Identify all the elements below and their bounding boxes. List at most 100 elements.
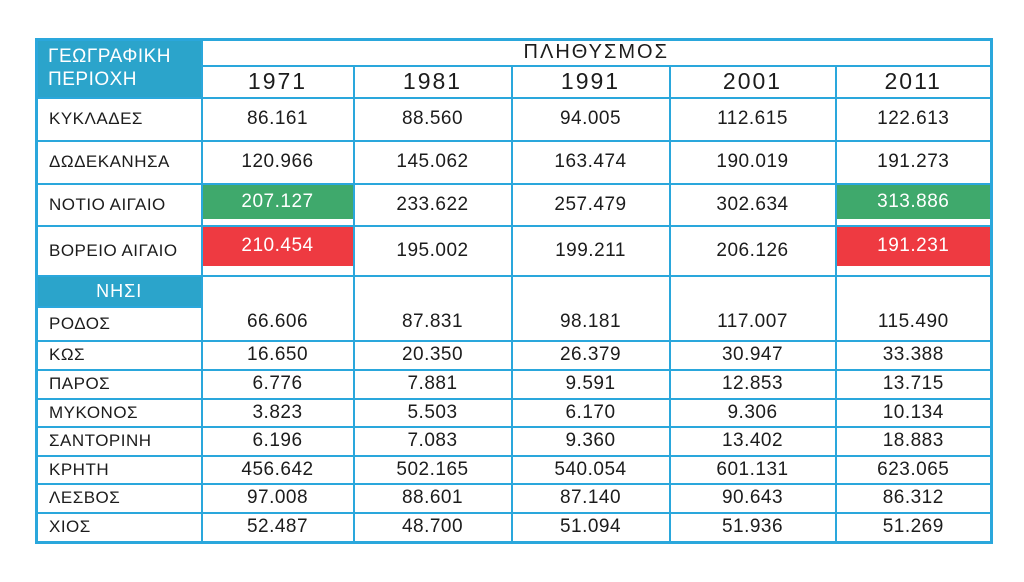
cell-value: 87.831	[352, 274, 513, 342]
table-row-kyklades: ΚΥΚΛΑΔΕΣ 86.161 88.560 94.005 112.615 12…	[35, 96, 993, 142]
population-header-cell: ΠΛΗΘΥΣΜΟΣ	[200, 38, 993, 67]
table-row-lesbos: ΛΕΣΒΟΣ 97.008 88.601 87.140 90.643 86.31…	[35, 482, 993, 514]
table-row-rodos: ΡΟΔΟΣ	[35, 305, 992, 342]
cell-value: 88.560	[352, 96, 513, 142]
table-row-santorini: ΣΑΝΤΟΡΙΝΗ 6.196 7.083 9.360 13.402 18.88…	[35, 425, 993, 457]
cell-value: 98.181	[510, 274, 671, 342]
row-label: ΝΟΤΙΟ ΑΙΓΑΙΟ	[35, 182, 203, 227]
cell-value: 540.054	[510, 454, 671, 485]
cell-value: 12.853	[668, 368, 837, 400]
table-row-dodekanisa: ΔΩΔΕΚΑΝΗΣΑ 120.966 145.062 163.474 190.0…	[35, 139, 993, 185]
cell-value: 601.131	[668, 454, 837, 485]
cell-value: 18.883	[834, 425, 993, 457]
corner-header-line1: ΓΕΩΓΡΑΦΙΚΗ	[48, 45, 172, 67]
year-header-1971: 1971	[200, 64, 355, 99]
section-header-nisi: ΝΗΣΙ	[35, 274, 203, 308]
row-label: ΡΟΔΟΣ	[35, 305, 203, 342]
cell-value: 7.083	[352, 425, 513, 457]
red-highlight-block: 191.231	[837, 227, 990, 266]
section-row-nisi: ΝΗΣΙ 66.606 87.831 98.181 117.007 115.49…	[35, 274, 993, 342]
cell-value: 16.650	[200, 339, 355, 371]
row-label: ΠΑΡΟΣ	[35, 368, 203, 400]
cell-value: 9.306	[668, 397, 837, 428]
cell-value: 6.196	[200, 425, 355, 457]
table-row-kos: ΚΩΣ 16.650 20.350 26.379 30.947 33.388	[35, 339, 993, 371]
cell-value: 3.823	[200, 397, 355, 428]
cell-value: 456.642	[200, 454, 355, 485]
cell-value: 6.776	[200, 368, 355, 400]
cell-value: 52.487	[200, 511, 355, 544]
cell-value: 502.165	[352, 454, 513, 485]
corner-header-cell: ΓΕΩΓΡΑΦΙΚΗ ΠΕΡΙΟΧΗ	[35, 38, 203, 99]
cell-value: 191.273	[834, 139, 993, 185]
cell-value: 9.591	[510, 368, 671, 400]
cell-value: 117.007	[668, 274, 837, 342]
corner-header-line2: ΠΕΡΙΟΧΗ	[48, 68, 138, 90]
table-row-paros: ΠΑΡΟΣ 6.776 7.881 9.591 12.853 13.715	[35, 368, 993, 400]
highlight-cell-red: 191.231	[834, 224, 993, 277]
cell-value: 5.503	[352, 397, 513, 428]
highlight-cell-green: 207.127	[200, 182, 355, 227]
cell-value: 51.936	[668, 511, 837, 544]
year-header-1981: 1981	[352, 64, 513, 99]
row-label: ΜΥΚΟΝΟΣ	[35, 397, 203, 428]
cell-value: 112.615	[668, 96, 837, 142]
highlight-cell-green: 313.886	[834, 182, 993, 227]
cell-value: 163.474	[510, 139, 671, 185]
cell-value: 86.161	[200, 96, 355, 142]
cell-value: 190.019	[668, 139, 837, 185]
cell-value: 26.379	[510, 339, 671, 371]
cell-value: 86.312	[834, 482, 993, 514]
row-label: ΣΑΝΤΟΡΙΝΗ	[35, 425, 203, 457]
cell-value: 94.005	[510, 96, 671, 142]
cell-value: 33.388	[834, 339, 993, 371]
table-row-xios: ΧΙΟΣ 52.487 48.700 51.094 51.936 51.269	[35, 511, 993, 544]
cell-value: 206.126	[668, 224, 837, 277]
highlight-cell-red: 210.454	[200, 224, 355, 277]
year-header-2011: 2011	[834, 64, 993, 99]
cell-value: 30.947	[668, 339, 837, 371]
row-label: ΛΕΣΒΟΣ	[35, 482, 203, 514]
cell-value: 257.479	[510, 182, 671, 227]
cell-value: 90.643	[668, 482, 837, 514]
cell-value: 88.601	[352, 482, 513, 514]
row-label: ΚΩΣ	[35, 339, 203, 371]
table-row-notio-aigaio: ΝΟΤΙΟ ΑΙΓΑΙΟ 207.127 233.622 257.479 302…	[35, 182, 993, 227]
green-highlight-block: 207.127	[203, 185, 352, 219]
row-label: ΚΥΚΛΑΔΕΣ	[35, 96, 203, 142]
cell-value: 13.402	[668, 425, 837, 457]
cell-value: 233.622	[352, 182, 513, 227]
cell-value: 10.134	[834, 397, 993, 428]
cell-value: 48.700	[352, 511, 513, 544]
cell-value: 9.360	[510, 425, 671, 457]
header-row-population: ΓΕΩΓΡΑΦΙΚΗ ΠΕΡΙΟΧΗ ΠΛΗΘΥΣΜΟΣ	[35, 38, 993, 99]
cell-value: 6.170	[510, 397, 671, 428]
row-label: ΒΟΡΕΙΟ ΑΙΓΑΙΟ	[35, 224, 203, 277]
table-row-boreio-aigaio: ΒΟΡΕΙΟ ΑΙΓΑΙΟ 210.454 195.002 199.211 20…	[35, 224, 993, 277]
table-row-mykonos: ΜΥΚΟΝΟΣ 3.823 5.503 6.170 9.306 10.134	[35, 397, 993, 428]
red-highlight-block: 210.454	[203, 227, 352, 266]
cell-value: 302.634	[668, 182, 837, 227]
cell-value: 13.715	[834, 368, 993, 400]
cell-value: 51.269	[834, 511, 993, 544]
population-table: ΓΕΩΓΡΑΦΙΚΗ ΠΕΡΙΟΧΗ ΠΛΗΘΥΣΜΟΣ 1971 1981 1…	[35, 38, 993, 544]
cell-value: 195.002	[352, 224, 513, 277]
row-label: ΔΩΔΕΚΑΝΗΣΑ	[35, 139, 203, 185]
cell-value: 87.140	[510, 482, 671, 514]
cell-value: 623.065	[834, 454, 993, 485]
cell-value: 122.613	[834, 96, 993, 142]
header-row-years: 1971 1981 1991 2001 2011	[37, 64, 993, 99]
cell-value: 145.062	[352, 139, 513, 185]
cell-value: 51.094	[510, 511, 671, 544]
row-label: ΧΙΟΣ	[35, 511, 203, 544]
table-row-kriti: ΚΡΗΤΗ 456.642 502.165 540.054 601.131 62…	[35, 454, 993, 485]
cell-value: 20.350	[352, 339, 513, 371]
cell-value: 97.008	[200, 482, 355, 514]
year-header-2001: 2001	[668, 64, 837, 99]
green-highlight-block: 313.886	[837, 185, 990, 219]
cell-value: 66.606	[200, 274, 355, 342]
cell-value: 7.881	[352, 368, 513, 400]
row-label: ΚΡΗΤΗ	[35, 454, 203, 485]
year-header-1991: 1991	[510, 64, 671, 99]
